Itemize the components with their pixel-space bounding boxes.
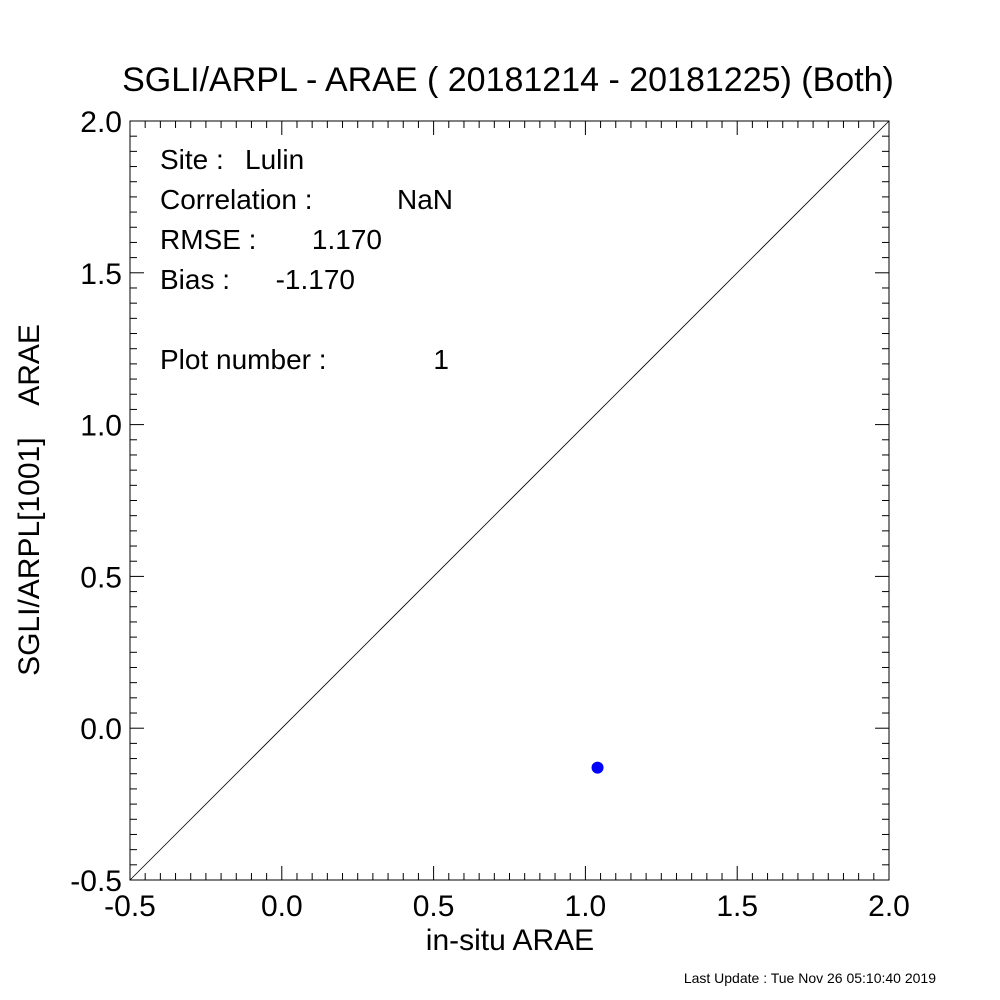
annotation-label: Bias : <box>160 264 230 295</box>
x-tick-label: 0.5 <box>413 890 455 923</box>
x-tick-label: 2.0 <box>868 890 910 923</box>
annotation-value: Lulin <box>245 144 304 175</box>
x-tick-label: -0.5 <box>104 890 156 923</box>
data-point <box>591 761 604 774</box>
y-axis-label: SGLI/ARPL[1001] ARAE <box>13 324 46 676</box>
data-points <box>591 761 604 774</box>
x-tick-label: 1.5 <box>716 890 758 923</box>
x-axis-label: in-situ ARAE <box>426 924 594 957</box>
annotation-value: 1 <box>433 344 449 375</box>
stats-annotations: Site : Lulin Correlation : NaN RMSE : 1.170 Bi… <box>160 144 453 375</box>
annotation-label: Site : <box>160 144 224 175</box>
last-update-text: Last Update : Tue Nov 26 05:10:40 2019 <box>683 970 936 986</box>
y-tick-label: 0.5 <box>80 561 122 594</box>
annotation-value: 1.170 <box>312 224 382 255</box>
y-tick-label: 2.0 <box>80 106 122 139</box>
annotation-label: RMSE : <box>160 224 256 255</box>
one-to-one-line <box>129 120 890 881</box>
y-tick-label: 0.0 <box>80 713 122 746</box>
annotation-value: NaN <box>397 184 453 215</box>
x-tick-label: 0.0 <box>261 890 303 923</box>
annotation-value: -1.170 <box>276 264 355 295</box>
y-tick-label: 1.5 <box>80 258 122 291</box>
y-tick-label: -0.5 <box>70 865 122 898</box>
chart-title: SGLI/ARPL - ARAE ( 20181214 - 20181225) … <box>122 61 894 99</box>
minor-ticks <box>129 120 890 881</box>
y-axis-ticks: -0.5 0.0 0.5 1.0 1.5 2.0 <box>70 106 122 898</box>
x-tick-label: 1.0 <box>565 890 607 923</box>
x-axis-ticks: -0.5 0.0 0.5 1.0 1.5 2.0 <box>104 890 910 923</box>
y-tick-label: 1.0 <box>80 410 122 443</box>
annotation-label: Plot number : <box>160 344 327 375</box>
annotation-label: Correlation : <box>160 184 313 215</box>
